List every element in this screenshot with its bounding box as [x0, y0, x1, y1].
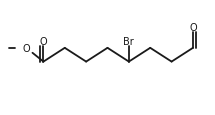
Text: Br: Br — [123, 37, 134, 47]
Text: O: O — [189, 23, 197, 33]
Text: O: O — [23, 43, 30, 53]
Text: O: O — [40, 37, 47, 47]
